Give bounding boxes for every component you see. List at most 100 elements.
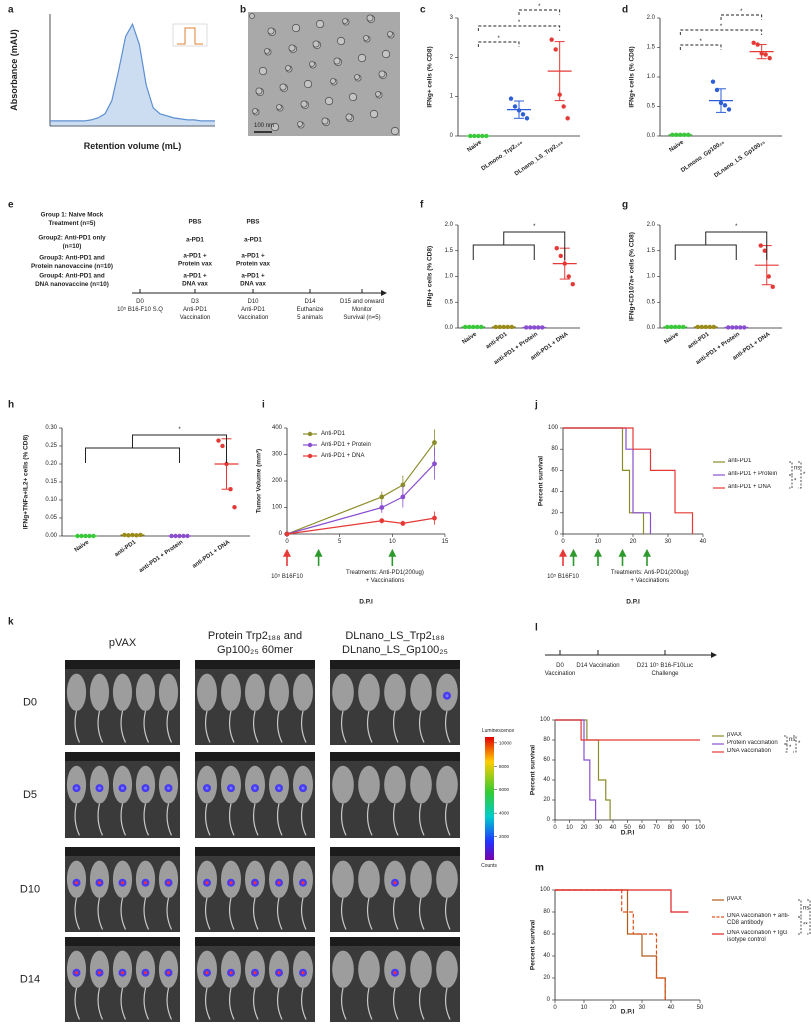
signal-core <box>253 786 257 790</box>
mouse-tail <box>300 803 307 836</box>
mouse-tail <box>300 897 307 930</box>
particle <box>312 40 320 48</box>
column-header: DLnano_LS_Gp100₂₅ <box>342 644 448 656</box>
data-point <box>767 55 772 61</box>
y-tick-label: 0.05 <box>45 515 57 521</box>
y-tick-label: 2.0 <box>445 222 454 228</box>
column-header: DLnano_LS_Trp2₁₈₈ <box>345 630 444 642</box>
column-header: pVAX <box>109 637 137 649</box>
particle <box>357 53 367 63</box>
signal-core <box>277 786 281 790</box>
mouse-tail <box>300 987 307 1020</box>
significance-bracket <box>472 231 566 260</box>
mouse-tail <box>204 897 211 930</box>
particle <box>354 74 360 80</box>
treatment-label: DNA vax <box>182 281 208 288</box>
particle <box>321 117 329 125</box>
cage-rack <box>330 937 460 946</box>
particle <box>285 65 291 71</box>
survival-curve <box>555 889 689 913</box>
mouse-tail <box>418 987 425 1020</box>
treatment-label: a-PD1 + <box>183 253 207 260</box>
data-point <box>751 40 756 45</box>
mouse <box>332 673 354 711</box>
significance-bracket <box>798 461 802 489</box>
particle <box>303 79 313 89</box>
particle <box>252 108 258 114</box>
x-tick-label: 40 <box>668 1005 675 1011</box>
colorbar-title: Luminescence <box>482 728 514 734</box>
data-point <box>379 518 385 524</box>
legend-item: anti-PD1 + Protein <box>728 471 777 477</box>
y-tick-label: 0.0 <box>647 325 656 331</box>
data-point <box>379 505 385 510</box>
mouse-tail <box>444 897 451 930</box>
mouse-tail <box>392 803 399 836</box>
significance-label: * <box>803 472 806 478</box>
survival-curve <box>555 719 700 741</box>
panel-letter: h <box>8 400 14 411</box>
y-tick-label: 0.25 <box>45 443 57 449</box>
survival-curve <box>555 719 611 820</box>
x-tick-label: 0 <box>553 1005 557 1011</box>
significance-bracket <box>674 231 768 260</box>
x-tick-label: anti-PD1 <box>114 539 138 558</box>
signal-core <box>445 694 449 698</box>
x-axis-label: D.P.I <box>626 599 640 606</box>
mouse <box>410 673 432 711</box>
x-tick-label: DLmono_Trp2₁₈₈ <box>481 139 524 172</box>
mouse <box>332 950 354 988</box>
data-point <box>762 248 767 253</box>
timeline-label: Anti-PD1 <box>183 307 208 313</box>
y-tick-label: 0.10 <box>45 497 57 503</box>
significance-label: * <box>518 20 521 26</box>
mouse <box>436 860 458 898</box>
legend-label: Anti-PD1 + DNA <box>321 453 365 459</box>
series-line <box>286 463 435 535</box>
particle <box>267 27 275 35</box>
survival-curve <box>563 427 694 534</box>
x-tick-label: anti-PD1 <box>687 331 711 350</box>
x-tick-label: 0 <box>285 539 289 545</box>
y-tick-label: 0.20 <box>45 461 57 467</box>
data-point <box>710 79 716 84</box>
panel-letter: b <box>240 5 246 16</box>
particle <box>276 104 282 110</box>
panel-letter: c <box>420 5 426 16</box>
y-tick-label: 400 <box>272 425 283 431</box>
data-point <box>220 443 225 449</box>
significance-label: * <box>699 39 702 45</box>
mouse-tail <box>444 710 451 743</box>
y-tick-label: 20 <box>543 975 550 981</box>
treatment-label: Protein vax <box>178 261 212 268</box>
row-label: D10 <box>20 884 40 896</box>
data-point <box>432 440 437 445</box>
mouse-tail <box>74 710 81 743</box>
panel-letter: a <box>8 5 14 16</box>
cage-rack <box>195 847 315 856</box>
legend-item: DNA vaccination + anti-CD8 antibody <box>727 913 790 926</box>
x-tick-label: 10 <box>581 1005 588 1011</box>
legend-label: pVAX <box>727 896 742 902</box>
mouse-tail <box>166 710 173 743</box>
data-point <box>400 482 406 488</box>
x-tick-label: 0 <box>561 539 565 545</box>
x-tick-label: Naive <box>466 139 483 153</box>
x-tick-label: Naive <box>663 331 680 345</box>
particle <box>324 96 334 106</box>
legend-label: Anti-PD1 <box>321 431 346 437</box>
y-tick-label: 0.5 <box>647 104 656 110</box>
mouse <box>358 765 380 804</box>
mouse-tail <box>444 987 451 1020</box>
signal-core <box>75 971 78 975</box>
particle <box>309 61 315 67</box>
timeline-label: Vaccination <box>180 315 211 321</box>
treatment-label: a-PD1 <box>244 237 262 244</box>
y-tick-label: 1.0 <box>647 74 656 80</box>
particle <box>270 122 280 132</box>
particle <box>279 83 287 91</box>
x-tick-label: 0 <box>553 825 557 831</box>
signal-core <box>75 786 78 790</box>
signal-core <box>277 881 281 885</box>
mouse-tail <box>97 710 104 743</box>
